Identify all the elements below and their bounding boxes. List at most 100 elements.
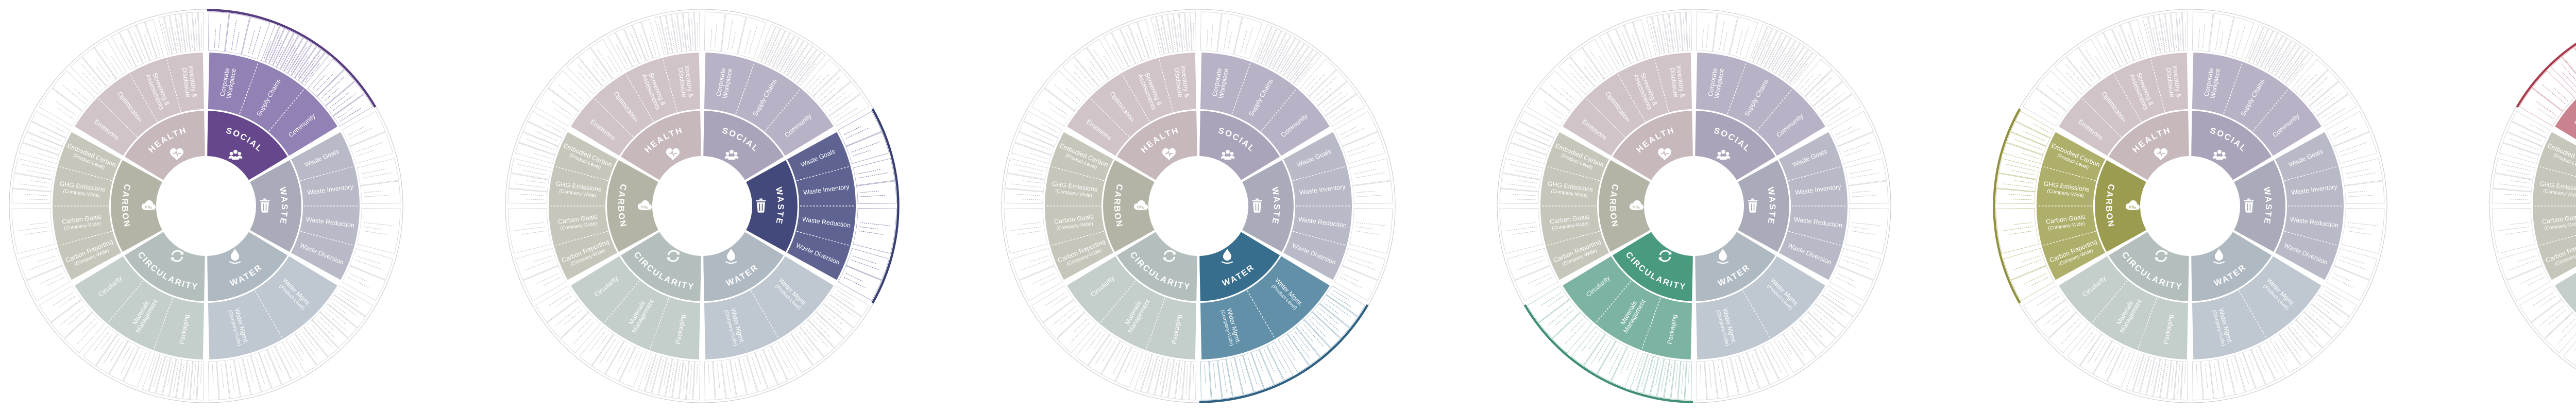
sub-separator bbox=[625, 74, 654, 122]
category-spoke bbox=[2516, 107, 2576, 144]
outer-cell bbox=[1004, 173, 1045, 192]
micro-label-mark bbox=[616, 347, 631, 374]
micro-label-mark bbox=[173, 362, 179, 392]
category-wedge-carbon bbox=[1103, 160, 1155, 252]
micro-label-mark bbox=[1155, 359, 1160, 378]
water-drop-icon bbox=[725, 248, 737, 264]
outer-cell bbox=[1696, 360, 1707, 401]
micro-label-mark bbox=[1355, 222, 1386, 226]
sub-separator bbox=[554, 231, 608, 246]
micro-label-mark bbox=[2248, 41, 2256, 59]
micro-label-mark bbox=[2314, 92, 2334, 108]
micro-label-mark bbox=[1778, 340, 1792, 362]
outer-cell bbox=[2048, 312, 2089, 353]
micro-label-mark bbox=[573, 321, 594, 344]
micro-label-mark bbox=[195, 18, 198, 48]
outer-cell bbox=[1815, 295, 1854, 328]
micro-label-mark bbox=[2318, 299, 2343, 318]
micro-label-mark bbox=[1726, 361, 1731, 380]
micro-label-mark bbox=[2509, 199, 2528, 200]
micro-label-mark bbox=[2300, 319, 2318, 337]
micro-label-mark bbox=[834, 107, 850, 118]
micro-label-mark bbox=[592, 66, 604, 82]
mid-ring-circularity bbox=[1066, 256, 1196, 359]
micro-label-mark bbox=[1159, 361, 1165, 385]
micro-label-mark bbox=[1569, 72, 1587, 90]
micro-label-mark bbox=[2153, 27, 2159, 51]
micro-label-mark bbox=[1275, 46, 1288, 68]
outer-cell bbox=[1031, 88, 1075, 127]
sub-separator bbox=[166, 58, 181, 112]
micro-label-mark bbox=[1029, 152, 1047, 159]
sub-separator bbox=[239, 62, 259, 114]
micro-label-mark bbox=[2557, 323, 2576, 344]
micro-label-mark bbox=[2256, 350, 2267, 373]
micro-label-mark bbox=[563, 309, 582, 326]
micro-label-mark bbox=[2033, 124, 2050, 133]
micro-label-mark bbox=[2533, 292, 2554, 306]
micro-label-mark bbox=[1796, 327, 1809, 342]
outer-cell bbox=[1277, 333, 1309, 373]
sub-separator bbox=[2082, 98, 2122, 138]
micro-label-mark bbox=[331, 302, 347, 315]
micro-label-mark bbox=[1332, 108, 1353, 122]
micro-label-mark bbox=[1836, 277, 1858, 288]
outer-cell bbox=[1056, 312, 1097, 353]
mid-ring-waste bbox=[1779, 132, 1848, 280]
micro-label-mark bbox=[272, 39, 283, 62]
outer-cell bbox=[853, 158, 895, 186]
category-wedge-circularity bbox=[124, 232, 205, 301]
micro-label-mark bbox=[53, 292, 74, 306]
micro-label-mark bbox=[650, 36, 656, 55]
outer-cell bbox=[2333, 131, 2378, 164]
micro-label-mark bbox=[775, 39, 790, 66]
category-wedge-waste bbox=[1242, 160, 1294, 252]
micro-label-mark bbox=[2519, 130, 2542, 142]
outer-cell bbox=[127, 25, 150, 64]
micro-label-mark bbox=[56, 101, 76, 116]
micro-label-mark bbox=[1706, 24, 1709, 48]
category-spoke bbox=[1239, 229, 1368, 305]
category-label-carbon: CARBON bbox=[1112, 183, 1124, 229]
sub-separator bbox=[1145, 298, 1165, 350]
trash-icon bbox=[260, 198, 270, 213]
micro-label-mark bbox=[1330, 107, 1346, 118]
micro-label-mark bbox=[2065, 72, 2083, 90]
mid-ring-waste bbox=[2275, 132, 2344, 280]
micro-label-mark bbox=[1740, 25, 1750, 55]
micro-label-mark bbox=[29, 222, 48, 225]
micro-label-mark bbox=[779, 46, 792, 68]
people-icon bbox=[228, 149, 243, 160]
micro-label-mark bbox=[229, 363, 235, 392]
micro-label-mark bbox=[1768, 346, 1783, 373]
micro-label-mark bbox=[139, 352, 146, 370]
micro-label-mark bbox=[1182, 29, 1185, 48]
outer-cell bbox=[327, 295, 366, 328]
micro-label-mark bbox=[2157, 362, 2163, 392]
micro-label-mark bbox=[751, 356, 761, 385]
mid-ring-social bbox=[208, 53, 337, 156]
micro-label-mark bbox=[616, 44, 628, 66]
people-icon bbox=[724, 149, 739, 160]
sub-separator bbox=[1231, 62, 1251, 114]
mid-ring-health bbox=[570, 53, 700, 156]
micro-label-mark bbox=[96, 59, 112, 79]
micro-label-mark bbox=[617, 345, 627, 362]
micro-label-mark bbox=[290, 340, 303, 362]
micro-label-mark bbox=[1113, 345, 1123, 362]
micro-label-mark bbox=[1316, 311, 1340, 332]
co2-cloud-icon: CO2 bbox=[2125, 200, 2140, 210]
micro-label-mark bbox=[524, 260, 553, 270]
micro-label-mark bbox=[2341, 255, 2364, 264]
micro-label-mark bbox=[1735, 359, 1742, 383]
micro-label-mark bbox=[26, 169, 51, 176]
outer-cell bbox=[1259, 345, 1284, 385]
micro-label-mark bbox=[2499, 226, 2529, 231]
outer-cell bbox=[1540, 70, 1583, 112]
outer-cell bbox=[225, 13, 250, 55]
micro-label-mark bbox=[2007, 194, 2032, 196]
micro-label-mark bbox=[2165, 363, 2169, 382]
category-wedge-social bbox=[1199, 111, 1280, 180]
outer-border-circle bbox=[1001, 9, 1396, 403]
micro-label-mark bbox=[1047, 101, 1069, 116]
